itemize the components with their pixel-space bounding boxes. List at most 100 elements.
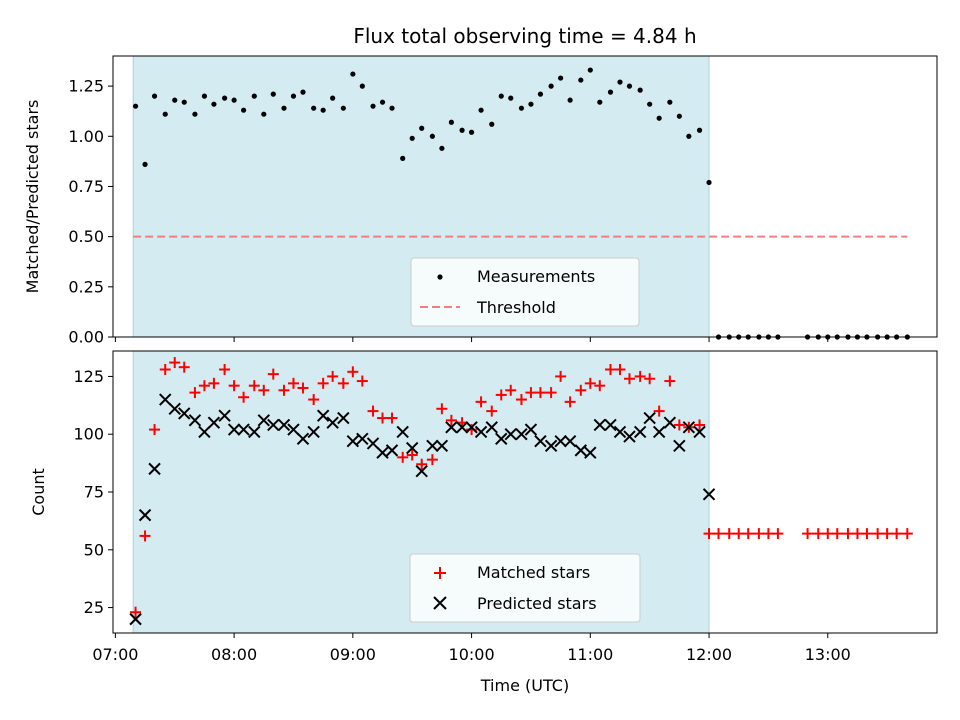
matched-star-point [287, 377, 299, 389]
predicted-star-stroke [405, 441, 419, 455]
predicted-star-stroke [148, 462, 161, 476]
predicted-star-point [267, 418, 280, 432]
bottom-legend-box [409, 553, 641, 623]
measurement-point [241, 107, 247, 113]
predicted-star-stroke [465, 421, 478, 434]
measurement-point [281, 105, 287, 111]
measurement-point [597, 99, 603, 105]
measurement-point [459, 127, 465, 133]
matched-star-point [377, 412, 389, 424]
predicted-star-stroke [445, 421, 458, 434]
measurement-point [151, 93, 158, 99]
matched-star-point [308, 394, 320, 406]
measurement-point [489, 121, 495, 127]
top-y-axis: 0.00 0.25 0.50 0.75 1.00 1.25 [68, 77, 113, 347]
measurement-point [340, 105, 346, 111]
top-panel: Flux total observing time = 4.84 h 0.000… [23, 24, 938, 347]
predicted-star-point [207, 416, 221, 429]
predicted-star-stroke [613, 425, 627, 439]
matched-star-point [515, 394, 527, 406]
matched-star-point [881, 528, 893, 540]
matched-star-point [802, 528, 814, 540]
matched-star-point [644, 373, 656, 385]
x-axis-label: Time (UTC) [480, 676, 569, 695]
measurement-point [558, 75, 564, 81]
matched-star-point [278, 384, 290, 396]
top-ytick-label: 1.25 [68, 77, 104, 96]
predicted-star-point [138, 508, 152, 522]
matched-star-point [653, 405, 665, 417]
measurement-point [587, 67, 593, 73]
predicted-star-stroke [474, 425, 488, 439]
predicted-star-point [148, 462, 161, 476]
bottom-xtick-label: 12:00 [686, 645, 732, 664]
measurement-point [359, 83, 365, 89]
predicted-star-point [277, 418, 291, 432]
predicted-star-point [574, 444, 588, 457]
matched-star-point [733, 528, 745, 540]
predicted-star-stroke [168, 402, 181, 415]
matched-star-point [426, 454, 438, 466]
bottom-xtick-label: 10:00 [449, 645, 495, 664]
predicted-star-point [524, 423, 538, 436]
predicted-star-stroke [267, 418, 280, 432]
bottom-ytick-label: 25 [84, 598, 104, 617]
predicted-star-point [504, 428, 517, 441]
measurement-point [518, 105, 525, 111]
top-legend-box [410, 257, 640, 327]
predicted-star-point [702, 488, 716, 501]
predicted-star-point [415, 464, 428, 478]
matched-star-point [664, 375, 676, 387]
matched-star-point [901, 528, 913, 540]
measurement-point [222, 95, 228, 101]
matched-star-point [337, 377, 349, 389]
matched-star-point [525, 387, 537, 399]
predicted-star-stroke [198, 425, 211, 439]
predicted-star-point [604, 418, 617, 432]
predicted-star-point [693, 425, 706, 439]
measurement-point [211, 101, 217, 107]
predicted-star-point [663, 416, 677, 429]
predicted-star-stroke [207, 416, 221, 429]
bottom-ytick-label: 50 [84, 540, 104, 559]
matched-star-point [534, 387, 546, 399]
measurement-point [192, 111, 198, 117]
predicted-star-stroke [188, 414, 202, 427]
predicted-star-point [593, 418, 607, 432]
predicted-star-stroke [415, 464, 428, 478]
measurement-point [311, 105, 317, 111]
matched-star-point [842, 528, 854, 540]
predicted-star-stroke [455, 421, 469, 434]
bottom-axes-frame [112, 350, 938, 634]
predicted-star-point [455, 421, 469, 434]
predicted-star-point [673, 439, 686, 452]
matched-star-point [356, 375, 368, 387]
predicted-star-stroke [326, 416, 339, 429]
predicted-star-stroke [524, 423, 538, 436]
measurement-point [389, 105, 395, 111]
bottom-xtick-label: 11:00 [567, 645, 613, 664]
top-ytick-label: 0.50 [68, 227, 104, 246]
measurement-point [419, 125, 425, 131]
matched-star-point [139, 530, 151, 542]
matched-star-point [386, 412, 398, 424]
matched-star-point [317, 377, 329, 389]
matched-star-point [545, 387, 557, 399]
predicted-star-stroke [337, 411, 350, 425]
matched-star-point [742, 528, 754, 540]
top-y-axis-label: Matched/Predicted stars [23, 100, 42, 294]
legend-threshold-label: Threshold [476, 298, 556, 317]
predicted-star-stroke [504, 428, 517, 441]
measurement-point [578, 77, 584, 83]
matched-star-point [762, 528, 774, 540]
matched-star-point [634, 370, 646, 382]
matched-star-point [475, 396, 487, 408]
matched-star-point [219, 363, 231, 375]
predicted-star-point [366, 437, 380, 450]
predicted-star-stroke [584, 446, 597, 459]
matched-star-point [564, 396, 576, 408]
predicted-star-point [515, 428, 528, 441]
legend-measurements-label: Measurements [477, 267, 595, 286]
measurement-point [647, 101, 653, 107]
